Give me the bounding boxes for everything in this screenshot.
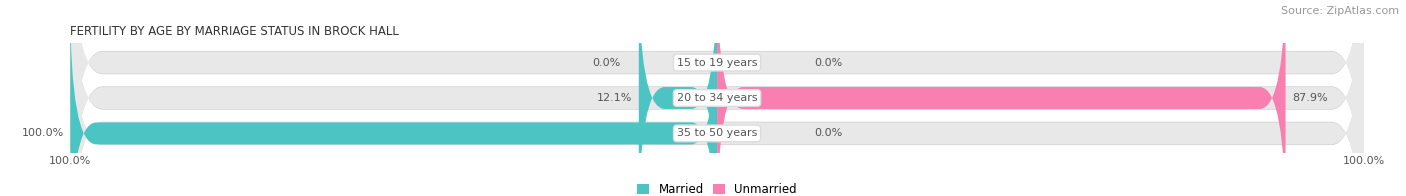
Text: 100.0%: 100.0% [21, 128, 63, 138]
FancyBboxPatch shape [70, 0, 1364, 196]
FancyBboxPatch shape [70, 0, 1364, 196]
Text: FERTILITY BY AGE BY MARRIAGE STATUS IN BROCK HALL: FERTILITY BY AGE BY MARRIAGE STATUS IN B… [70, 25, 399, 38]
Legend: Married, Unmarried: Married, Unmarried [637, 183, 797, 196]
Text: 0.0%: 0.0% [814, 128, 842, 138]
Text: Source: ZipAtlas.com: Source: ZipAtlas.com [1281, 6, 1399, 16]
Text: 35 to 50 years: 35 to 50 years [676, 128, 758, 138]
Text: 0.0%: 0.0% [592, 58, 620, 68]
Text: 12.1%: 12.1% [598, 93, 633, 103]
FancyBboxPatch shape [70, 0, 1364, 196]
FancyBboxPatch shape [70, 3, 717, 196]
Text: 20 to 34 years: 20 to 34 years [676, 93, 758, 103]
FancyBboxPatch shape [638, 0, 717, 196]
FancyBboxPatch shape [70, 0, 1364, 196]
Text: 15 to 19 years: 15 to 19 years [676, 58, 758, 68]
Text: 87.9%: 87.9% [1292, 93, 1327, 103]
FancyBboxPatch shape [70, 0, 1364, 196]
FancyBboxPatch shape [70, 0, 1364, 196]
FancyBboxPatch shape [717, 0, 1285, 196]
Text: 0.0%: 0.0% [814, 58, 842, 68]
